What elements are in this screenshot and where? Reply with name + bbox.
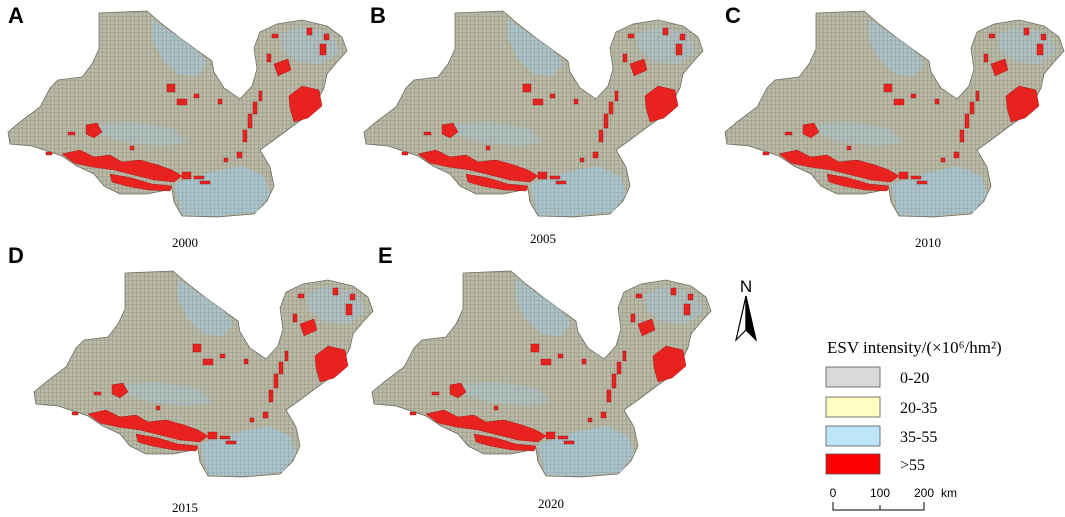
map-panel-a: A 2000 — [7, 3, 348, 250]
scale-tick-0: 0 — [830, 486, 837, 500]
map-2000 — [7, 10, 348, 218]
legend-swatch — [825, 425, 881, 447]
year-label-2010: 2010 — [915, 235, 941, 250]
panel-letter-a: A — [8, 3, 24, 28]
north-label: N — [740, 277, 752, 296]
scale-unit: km — [941, 486, 957, 500]
map-panel-b: B 2005 — [363, 3, 704, 246]
legend-item-0-20: 0-20 — [825, 366, 929, 388]
panel-letter-b: B — [370, 3, 386, 28]
map-panel-c: C 2010 — [724, 3, 1065, 250]
legend-label: 20-35 — [900, 400, 937, 417]
year-label-2015: 2015 — [172, 500, 198, 515]
scale-tick-200: 200 — [914, 486, 934, 500]
year-label-2000: 2000 — [172, 235, 198, 250]
legend-label: >55 — [900, 457, 925, 474]
panel-letter-e: E — [378, 243, 393, 268]
north-arrow-icon — [734, 295, 747, 342]
legend: ESV intensity/(×10⁶/hm²) 0-20 20-35 35-5… — [825, 338, 1002, 475]
map-2015 — [33, 270, 374, 478]
legend-label: 35-55 — [900, 429, 937, 446]
map-2010 — [724, 10, 1065, 218]
legend-swatch — [825, 366, 881, 388]
map-panel-d: D 2015 — [8, 243, 374, 515]
legend-swatch — [825, 396, 881, 418]
panel-letter-d: D — [8, 243, 24, 268]
legend-swatch — [825, 453, 881, 475]
legend-item-20-35: 20-35 — [825, 396, 937, 418]
year-label-2005: 2005 — [530, 231, 556, 246]
legend-title: ESV intensity/(×10⁶/hm²) — [827, 338, 1002, 357]
map-2005 — [363, 10, 704, 218]
year-label-2020: 2020 — [538, 496, 564, 511]
map-2020 — [371, 270, 712, 478]
scale-bar: 0 100 200 km — [830, 486, 957, 511]
legend-item-35-55: 35-55 — [825, 425, 937, 447]
legend-label: 0-20 — [900, 370, 929, 387]
scale-bar-line — [832, 502, 925, 511]
scale-tick-100: 100 — [870, 486, 890, 500]
panel-letter-c: C — [725, 3, 741, 28]
legend-item-above-55: >55 — [825, 453, 925, 475]
north-arrow: N — [734, 277, 758, 342]
map-panel-e: E 2020 — [371, 243, 712, 511]
